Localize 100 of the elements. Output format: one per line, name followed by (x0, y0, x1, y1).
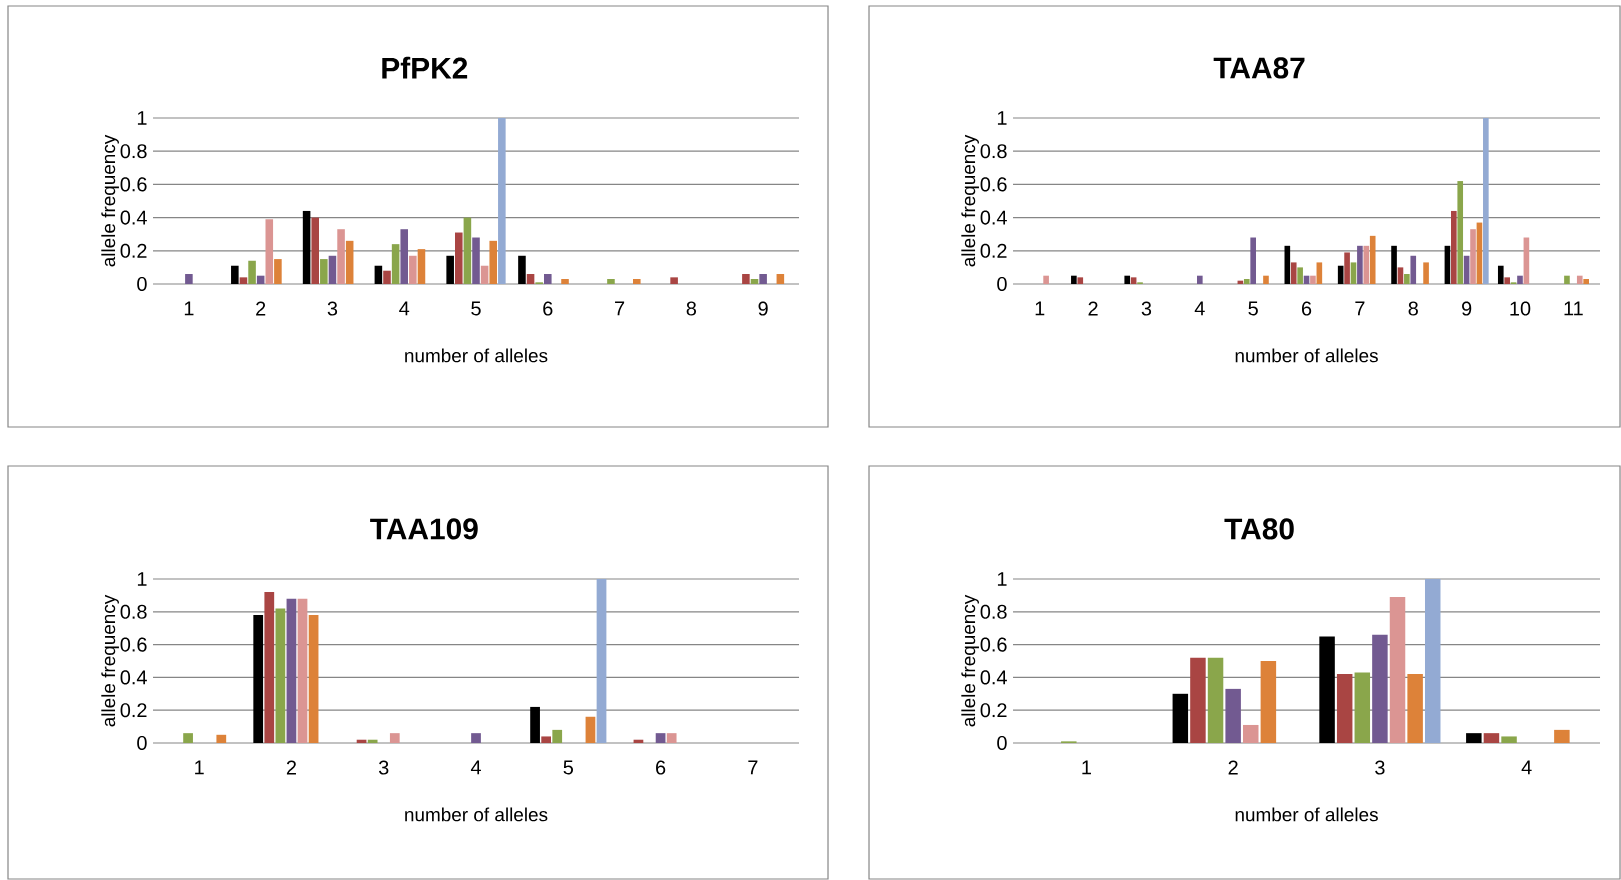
chart-title: TA80 (1224, 518, 1294, 540)
bar (1071, 275, 1077, 284)
bar (1457, 181, 1464, 284)
bar (1504, 277, 1510, 284)
x-tick-label: 7 (615, 301, 625, 316)
x-tick-label: 4 (1521, 760, 1532, 775)
bar (374, 265, 383, 284)
bar (471, 733, 481, 743)
bar (1407, 674, 1423, 743)
bar (1316, 262, 1323, 284)
y-tick-label: 0 (137, 735, 147, 751)
bar (337, 229, 345, 284)
bar (183, 733, 193, 743)
bar (409, 255, 417, 284)
x-tick-label: 7 (748, 760, 758, 775)
bar (742, 274, 750, 284)
y-axis-title: allele frequency (101, 594, 119, 727)
x-tick-label: 6 (543, 301, 553, 316)
bar (1196, 275, 1203, 284)
bar (1466, 733, 1482, 743)
bar (1451, 210, 1457, 284)
y-tick-label: 0.2 (980, 703, 1007, 718)
y-axis-title: allele frequency (961, 134, 979, 267)
bar (1501, 736, 1517, 743)
bar (561, 279, 569, 284)
bar (544, 274, 552, 284)
bar (1319, 636, 1335, 743)
bar (1483, 117, 1489, 284)
bar (1043, 275, 1049, 284)
x-tick-label: 6 (656, 760, 666, 775)
chart-title: PfPK2 (382, 56, 468, 79)
bar (1207, 657, 1224, 743)
bar (1337, 265, 1344, 284)
bar (328, 255, 337, 284)
x-tick-label: 3 (1375, 760, 1385, 775)
bar (286, 598, 297, 743)
x-tick-label: 8 (686, 301, 697, 316)
bar (320, 259, 328, 284)
bar (417, 249, 426, 284)
bar (264, 592, 275, 743)
bar (389, 733, 400, 743)
chart-title: TAA109 (370, 518, 478, 540)
bar (446, 255, 454, 284)
bar (776, 274, 785, 284)
bar (1357, 245, 1363, 284)
y-tick-label: 0.6 (980, 177, 1007, 192)
bar (345, 240, 354, 284)
bar (541, 736, 552, 743)
x-tick-label: 2 (1088, 301, 1098, 316)
bar (1391, 245, 1397, 284)
bar (1372, 634, 1388, 743)
x-tick-label: 6 (1302, 301, 1312, 316)
y-tick-label: 0.4 (120, 670, 147, 685)
bar (1290, 262, 1297, 284)
bar (383, 270, 391, 284)
x-tick-label: 2 (286, 760, 296, 775)
bar (391, 244, 400, 284)
bar (518, 255, 526, 284)
bar (1260, 661, 1277, 743)
x-tick-label: 5 (1248, 301, 1258, 316)
bar (297, 598, 308, 743)
chart-title: TAA87 (1213, 57, 1305, 79)
bar (1470, 229, 1476, 284)
bar (1554, 729, 1570, 743)
bar (1297, 267, 1303, 284)
bar (552, 729, 563, 743)
x-axis-title: number of alleles (405, 807, 548, 822)
y-tick-label: 0.2 (120, 703, 147, 718)
y-tick-label: 0.6 (980, 637, 1007, 652)
bar (1243, 724, 1259, 743)
bar (1263, 275, 1269, 284)
x-tick-label: 4 (470, 760, 481, 775)
y-tick-label: 0.6 (120, 177, 147, 192)
x-tick-label: 11 (1564, 301, 1583, 316)
bar (489, 240, 498, 284)
x-tick-label: 5 (563, 760, 574, 775)
bar (1583, 279, 1589, 284)
x-tick-label: 7 (1355, 301, 1365, 316)
bar (231, 265, 239, 284)
bar (1130, 277, 1137, 284)
x-axis-title: number of alleles (1235, 807, 1378, 822)
bar (367, 739, 378, 743)
bar (472, 237, 480, 284)
bar (400, 229, 409, 284)
bar (530, 706, 540, 743)
bar (498, 117, 506, 284)
bar (1225, 688, 1241, 743)
bar (308, 615, 319, 743)
bar (1190, 657, 1206, 743)
bar (275, 608, 286, 743)
bar (1243, 279, 1250, 284)
bar (596, 578, 607, 743)
bar (1389, 597, 1406, 743)
bar (1077, 277, 1084, 284)
x-tick-label: 1 (1082, 760, 1091, 775)
bar (526, 274, 535, 284)
y-tick-label: 0 (137, 276, 147, 292)
bar (1310, 275, 1316, 284)
x-axis-title: number of alleles (1235, 348, 1378, 363)
y-tick-label: 0.8 (120, 604, 147, 619)
